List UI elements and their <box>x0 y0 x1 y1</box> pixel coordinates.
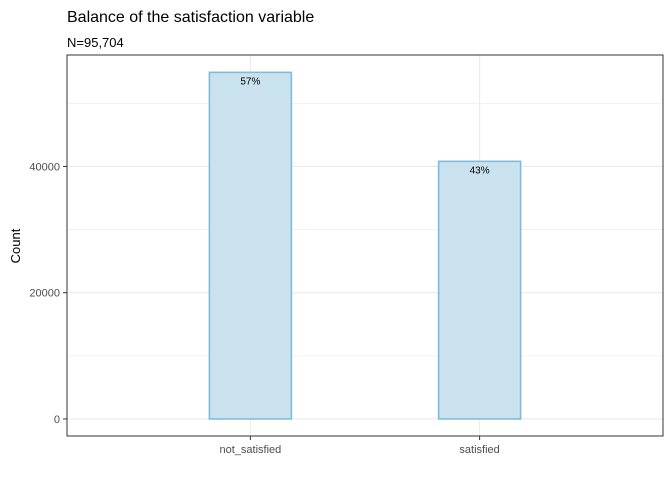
major-gridlines <box>67 55 663 436</box>
bar-value-label: 43% <box>470 165 490 176</box>
bar-value-labels: 57% 43% <box>240 76 489 176</box>
x-axis-ticks: not_satisfied satisfied <box>220 436 500 456</box>
y-axis-title: Count <box>8 228 23 263</box>
bar-value-label: 57% <box>240 76 260 87</box>
chart-subtitle: N=95,704 <box>67 35 124 50</box>
minor-gridlines <box>67 102 663 357</box>
x-tick-label: satisfied <box>459 444 499 456</box>
bars <box>208 71 522 420</box>
x-tick-label: not_satisfied <box>220 444 282 456</box>
plot-panel-border <box>66 54 664 437</box>
y-tick-label: 20000 <box>29 288 60 300</box>
bar-satisfied <box>437 160 522 420</box>
y-axis-ticks: 0 20000 40000 <box>29 161 67 426</box>
chart-title: Balance of the satisfaction variable <box>67 9 314 26</box>
bar-not_satisfied <box>208 71 293 420</box>
y-tick-label: 40000 <box>29 161 60 173</box>
y-tick-label: 0 <box>54 414 60 426</box>
